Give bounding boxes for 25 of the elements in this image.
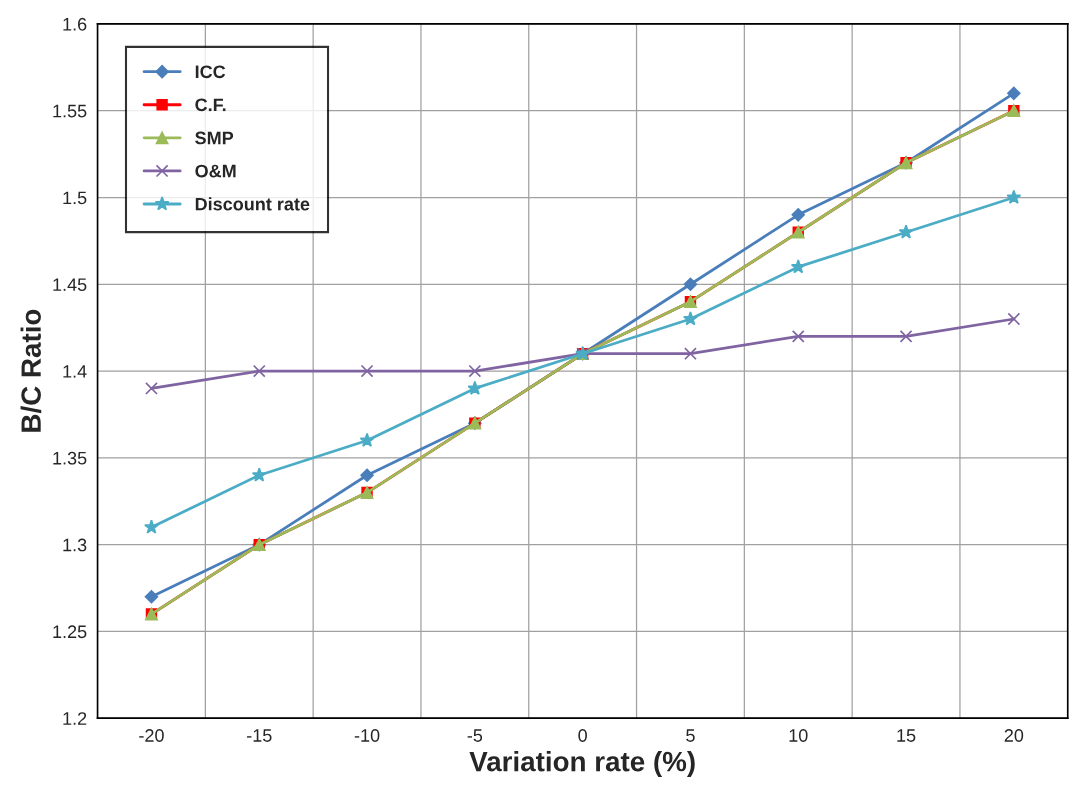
legend-label: C.F. xyxy=(195,98,226,112)
y-tick-label: 1.4 xyxy=(63,365,87,378)
x-tick-label: -5 xyxy=(467,729,483,742)
y-tick-label: 1.55 xyxy=(53,104,87,118)
x-tick-label: 5 xyxy=(686,729,695,742)
y-axis-title: B/C Ratio xyxy=(20,309,42,432)
y-tick-label: 1.3 xyxy=(63,538,87,552)
x-tick-label: -15 xyxy=(247,729,272,742)
legend-label: Discount rate xyxy=(195,197,310,211)
x-axis-title: Variation rate (%) xyxy=(469,751,695,777)
y-tick-label: 1.35 xyxy=(53,451,87,465)
y-tick-label: 1.6 xyxy=(63,17,87,31)
y-tick-label: 1.5 xyxy=(63,191,87,205)
x-tick-label: 0 xyxy=(578,729,587,742)
x-tick-label: 10 xyxy=(789,729,808,742)
x-tick-label: -20 xyxy=(139,729,164,742)
legend-label: SMP xyxy=(195,131,234,145)
y-tick-label: 1.45 xyxy=(53,278,87,292)
x-tick-label: 15 xyxy=(897,729,916,742)
y-tick-label: 1.2 xyxy=(63,712,87,725)
x-tick-label: -10 xyxy=(354,729,380,742)
y-tick-label: 1.25 xyxy=(53,625,87,639)
legend-label: O&M xyxy=(195,164,236,178)
x-tick-label: 20 xyxy=(1004,729,1024,742)
legend-label: ICC xyxy=(195,65,226,79)
